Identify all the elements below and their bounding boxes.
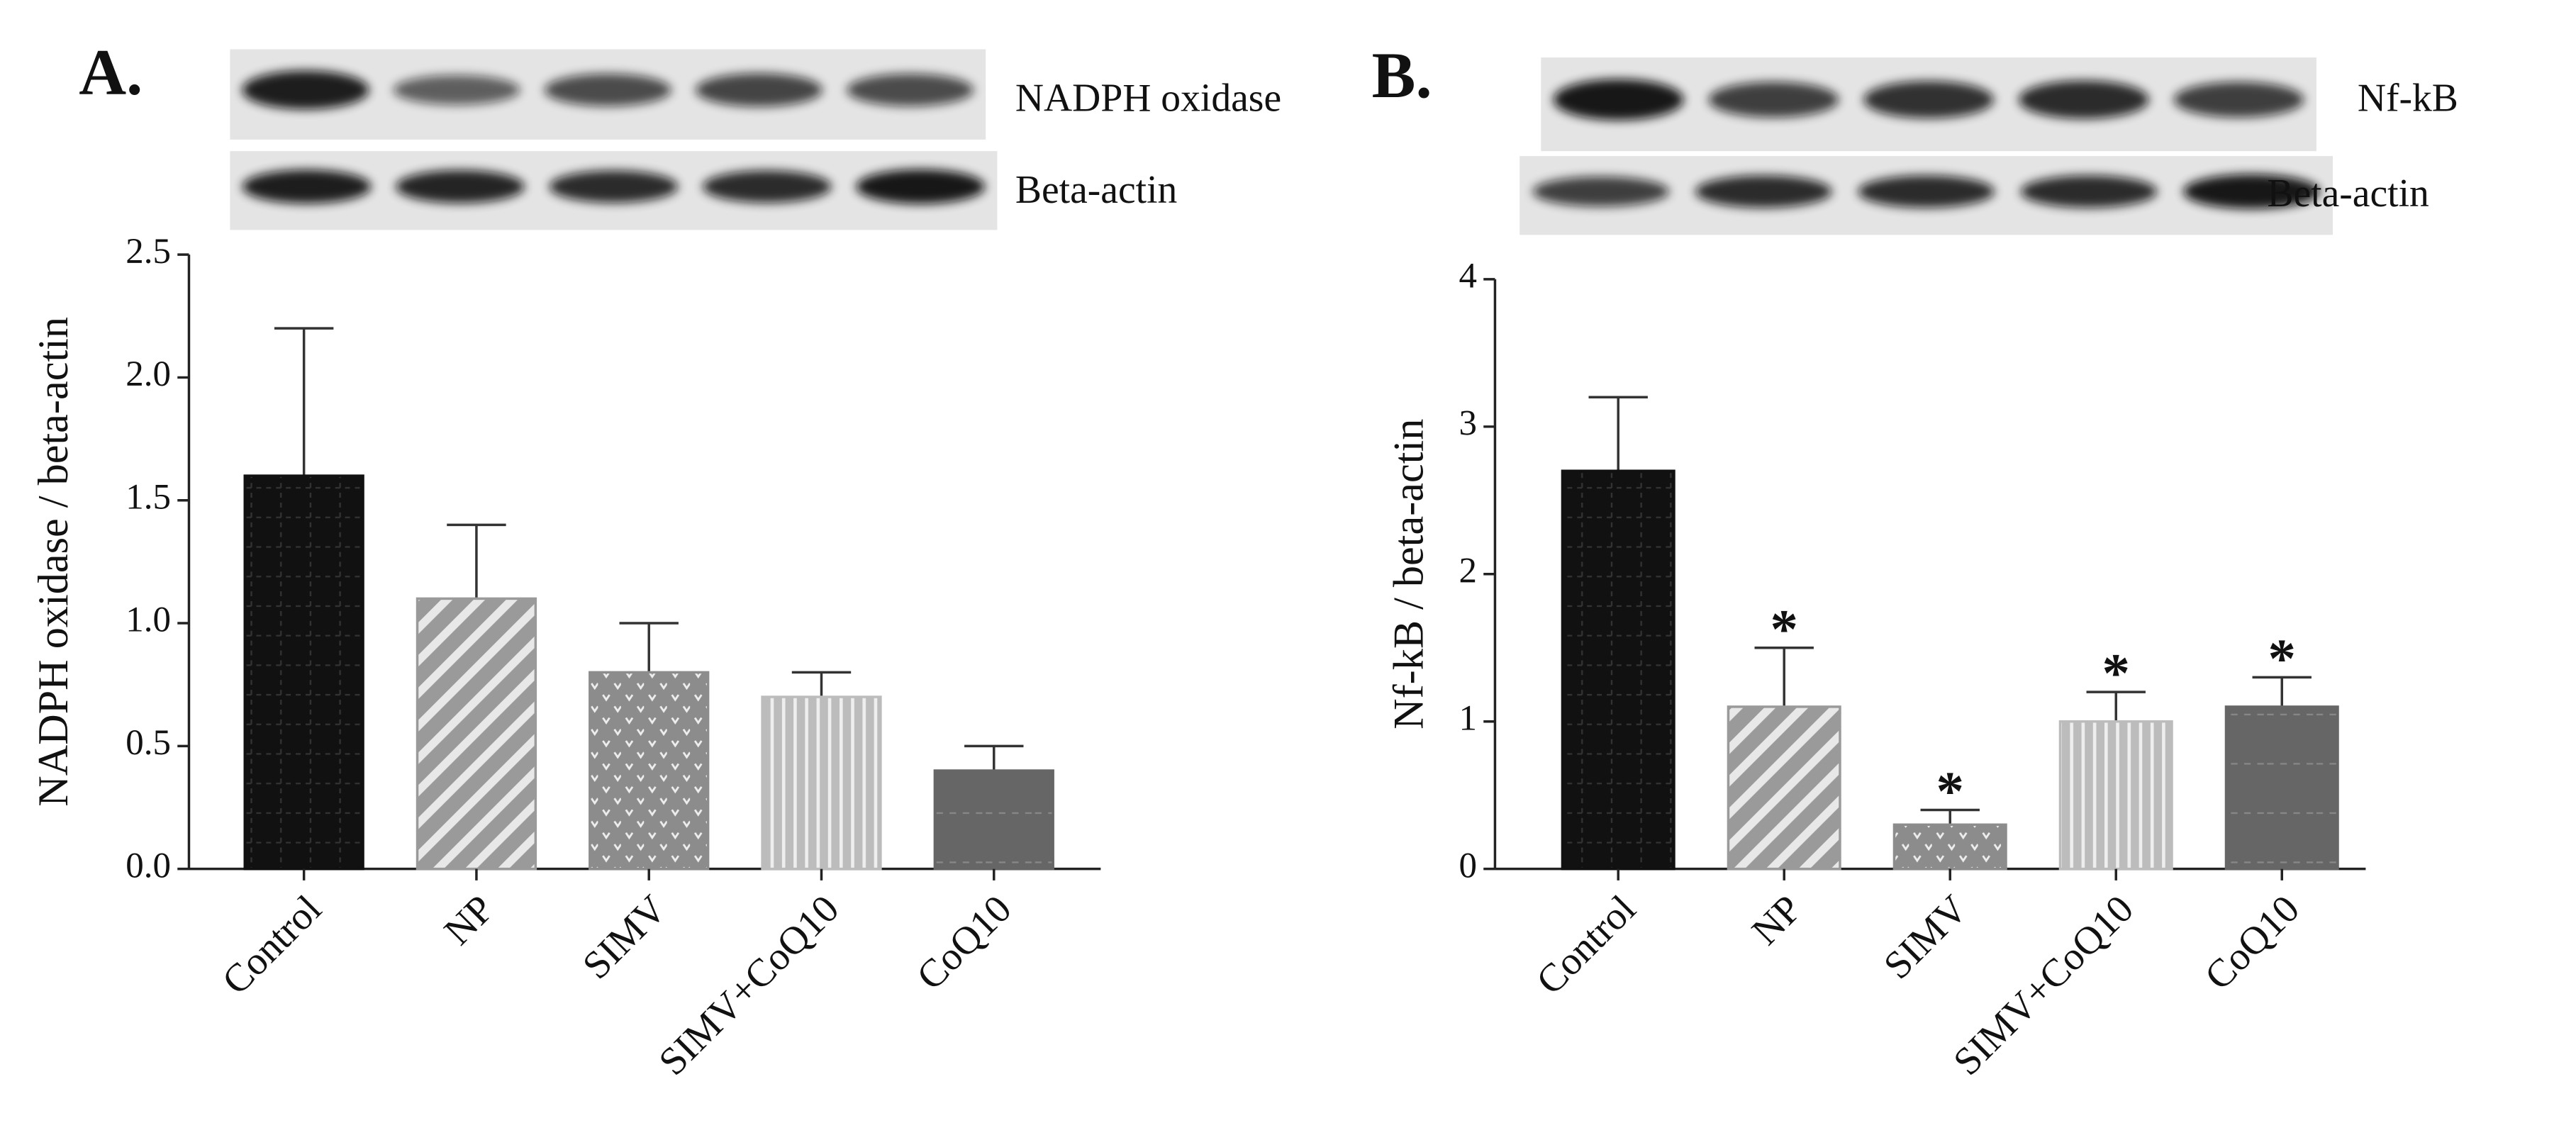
blot-band [695,73,823,107]
blot-band [2173,82,2304,118]
blot-band [1532,177,1670,207]
y-tick-label: 0.0 [126,846,171,885]
x-tick-label: CoQ10 [2197,887,2308,998]
y-axis-label: Nf-kB / beta-actin [1385,419,1432,729]
y-tick-label: 0 [1459,846,1476,885]
blot-band [702,170,832,203]
blot-band [2183,174,2320,209]
blot-band [2020,175,2158,208]
blot-label: NADPH oxidase [1015,76,1281,120]
x-tick-label: CoQ10 [908,887,1020,998]
panel-label: A. [79,35,143,108]
x-tick-label: NP [436,887,503,954]
bar [2058,720,2173,871]
y-tick-label: 0.5 [126,723,171,763]
y-axis-label: NADPH oxidase / beta-actin [30,317,77,807]
blot-label: Nf-kB [2358,76,2458,120]
bar [1561,469,1675,871]
blot-label: Beta-actin [2267,172,2429,216]
y-tick-label: 2 [1459,551,1476,591]
blot-band [242,70,369,110]
bar [933,769,1054,871]
bar [589,671,710,871]
x-tick-label: SIMV [1875,887,1976,988]
y-tick-label: 1.0 [126,600,171,640]
blot-band [1858,175,1995,208]
significance-mark: * [1936,761,1964,822]
x-tick-label: Control [213,887,330,1003]
blot-label: Beta-actin [1015,168,1177,212]
x-tick-label: SIMV+CoQ10 [650,887,847,1084]
blot-band [242,169,372,204]
blot-band [544,73,671,106]
blot-band [847,73,974,106]
blot-band [396,169,525,203]
bar [416,597,537,871]
x-tick-label: Control [1528,887,1644,1003]
y-tick-label: 1 [1459,698,1476,738]
bar [761,695,882,871]
bar [1892,823,2007,871]
blot-band [1695,175,1832,208]
bar [1727,705,1841,871]
significance-mark: * [2102,643,2130,705]
blot-band [393,74,520,105]
blot-band [1863,81,1994,118]
blot-band [1553,79,1684,121]
x-tick-label: SIMV [574,887,675,988]
y-tick-label: 2.5 [126,232,171,272]
panel-label: B. [1372,39,1432,112]
y-tick-label: 1.5 [126,477,171,517]
blot-band [1708,82,1839,118]
blot-band [856,169,986,204]
blot-band [2018,80,2149,119]
bar [2224,705,2339,871]
significance-mark: * [2268,628,2296,690]
y-tick-label: 4 [1459,257,1476,296]
significance-mark: * [1771,598,1798,660]
x-tick-label: NP [1744,887,1810,954]
y-tick-label: 3 [1459,404,1476,444]
y-tick-label: 2.0 [126,354,171,394]
blot-band [549,170,679,203]
bar [243,474,364,871]
